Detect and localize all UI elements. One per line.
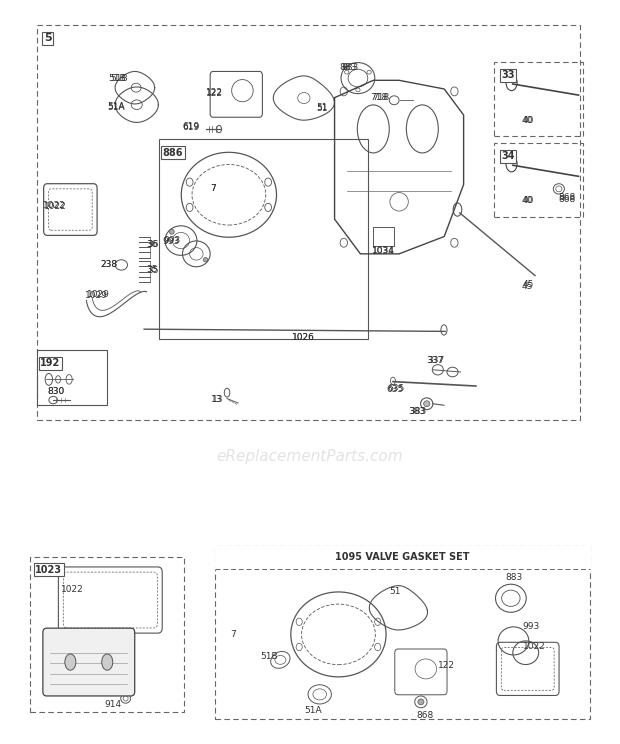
Bar: [215, 545, 590, 719]
Bar: [30, 557, 184, 712]
Text: 337: 337: [426, 356, 443, 365]
Text: 993: 993: [162, 237, 180, 246]
Text: 51A: 51A: [108, 102, 125, 111]
Text: 868: 868: [558, 195, 575, 204]
Text: 5: 5: [44, 33, 51, 43]
Ellipse shape: [203, 257, 208, 262]
Text: 7: 7: [211, 184, 216, 193]
Text: 35: 35: [147, 266, 159, 275]
Text: 383: 383: [410, 407, 427, 416]
Text: 1029: 1029: [85, 291, 108, 300]
Ellipse shape: [418, 699, 424, 705]
Text: 1023: 1023: [35, 565, 63, 575]
Text: 619: 619: [182, 122, 200, 132]
Text: 45: 45: [523, 280, 534, 289]
Text: 40: 40: [522, 116, 533, 126]
Text: 238: 238: [100, 260, 117, 269]
Text: 383: 383: [409, 407, 425, 416]
Text: 1029: 1029: [87, 290, 110, 299]
Ellipse shape: [169, 229, 174, 234]
Text: 51B: 51B: [111, 74, 128, 83]
Text: 13: 13: [211, 395, 223, 404]
Text: 51: 51: [389, 587, 401, 596]
Text: 51B: 51B: [260, 652, 278, 661]
Text: 122: 122: [438, 661, 455, 670]
Text: 993: 993: [163, 236, 180, 245]
Text: 238: 238: [100, 260, 117, 269]
Text: 914: 914: [105, 700, 122, 709]
Bar: [494, 62, 583, 135]
Text: 33: 33: [501, 70, 515, 80]
Text: 1026: 1026: [293, 333, 316, 341]
Text: 883: 883: [505, 573, 523, 582]
Text: 122: 122: [206, 89, 223, 98]
Text: 51A: 51A: [108, 103, 125, 112]
Text: 1022: 1022: [44, 202, 67, 211]
Text: 122: 122: [206, 89, 223, 97]
Text: 883: 883: [340, 63, 356, 72]
Text: 718: 718: [372, 93, 389, 102]
Text: 51: 51: [316, 104, 327, 113]
Text: 337: 337: [427, 356, 445, 365]
Text: 635: 635: [388, 385, 405, 394]
Text: 40: 40: [523, 116, 534, 126]
Text: 45: 45: [521, 282, 533, 291]
Text: 635: 635: [386, 385, 404, 394]
Text: 51: 51: [317, 103, 328, 112]
Text: 1022: 1022: [43, 202, 66, 211]
Text: 51A: 51A: [305, 706, 322, 715]
Text: 192: 192: [40, 358, 60, 368]
Text: 36: 36: [147, 240, 159, 249]
Text: 7: 7: [230, 630, 236, 639]
Text: 1022: 1022: [523, 642, 545, 651]
Text: 868: 868: [416, 711, 433, 719]
Text: 35: 35: [146, 265, 158, 274]
Text: 830: 830: [47, 388, 64, 397]
Text: 868: 868: [558, 193, 575, 202]
Text: 718: 718: [370, 93, 388, 102]
Text: 34: 34: [501, 151, 515, 161]
Ellipse shape: [65, 654, 76, 670]
Text: 1034: 1034: [372, 247, 395, 256]
Ellipse shape: [102, 654, 113, 670]
Text: 619: 619: [183, 123, 200, 132]
Text: 886: 886: [162, 147, 184, 158]
Text: 1022: 1022: [61, 585, 84, 594]
Text: 40: 40: [523, 196, 534, 205]
Bar: [494, 143, 583, 217]
Text: eReplacementParts.com: eReplacementParts.com: [216, 449, 404, 464]
Text: 1034: 1034: [372, 246, 395, 255]
Ellipse shape: [423, 401, 430, 407]
FancyBboxPatch shape: [43, 628, 135, 696]
Text: 36: 36: [146, 240, 158, 248]
Text: 40: 40: [522, 196, 533, 205]
Text: 993: 993: [522, 623, 539, 632]
Bar: [37, 25, 580, 420]
Bar: [37, 350, 107, 405]
Text: 7: 7: [210, 184, 216, 193]
Text: 883: 883: [342, 62, 358, 71]
Bar: [159, 139, 368, 339]
Text: 1026: 1026: [293, 333, 316, 341]
Text: 1095 VALVE GASKET SET: 1095 VALVE GASKET SET: [335, 552, 469, 562]
Text: 51B: 51B: [108, 74, 126, 83]
Text: 13: 13: [212, 395, 224, 404]
Text: 830: 830: [48, 387, 65, 396]
